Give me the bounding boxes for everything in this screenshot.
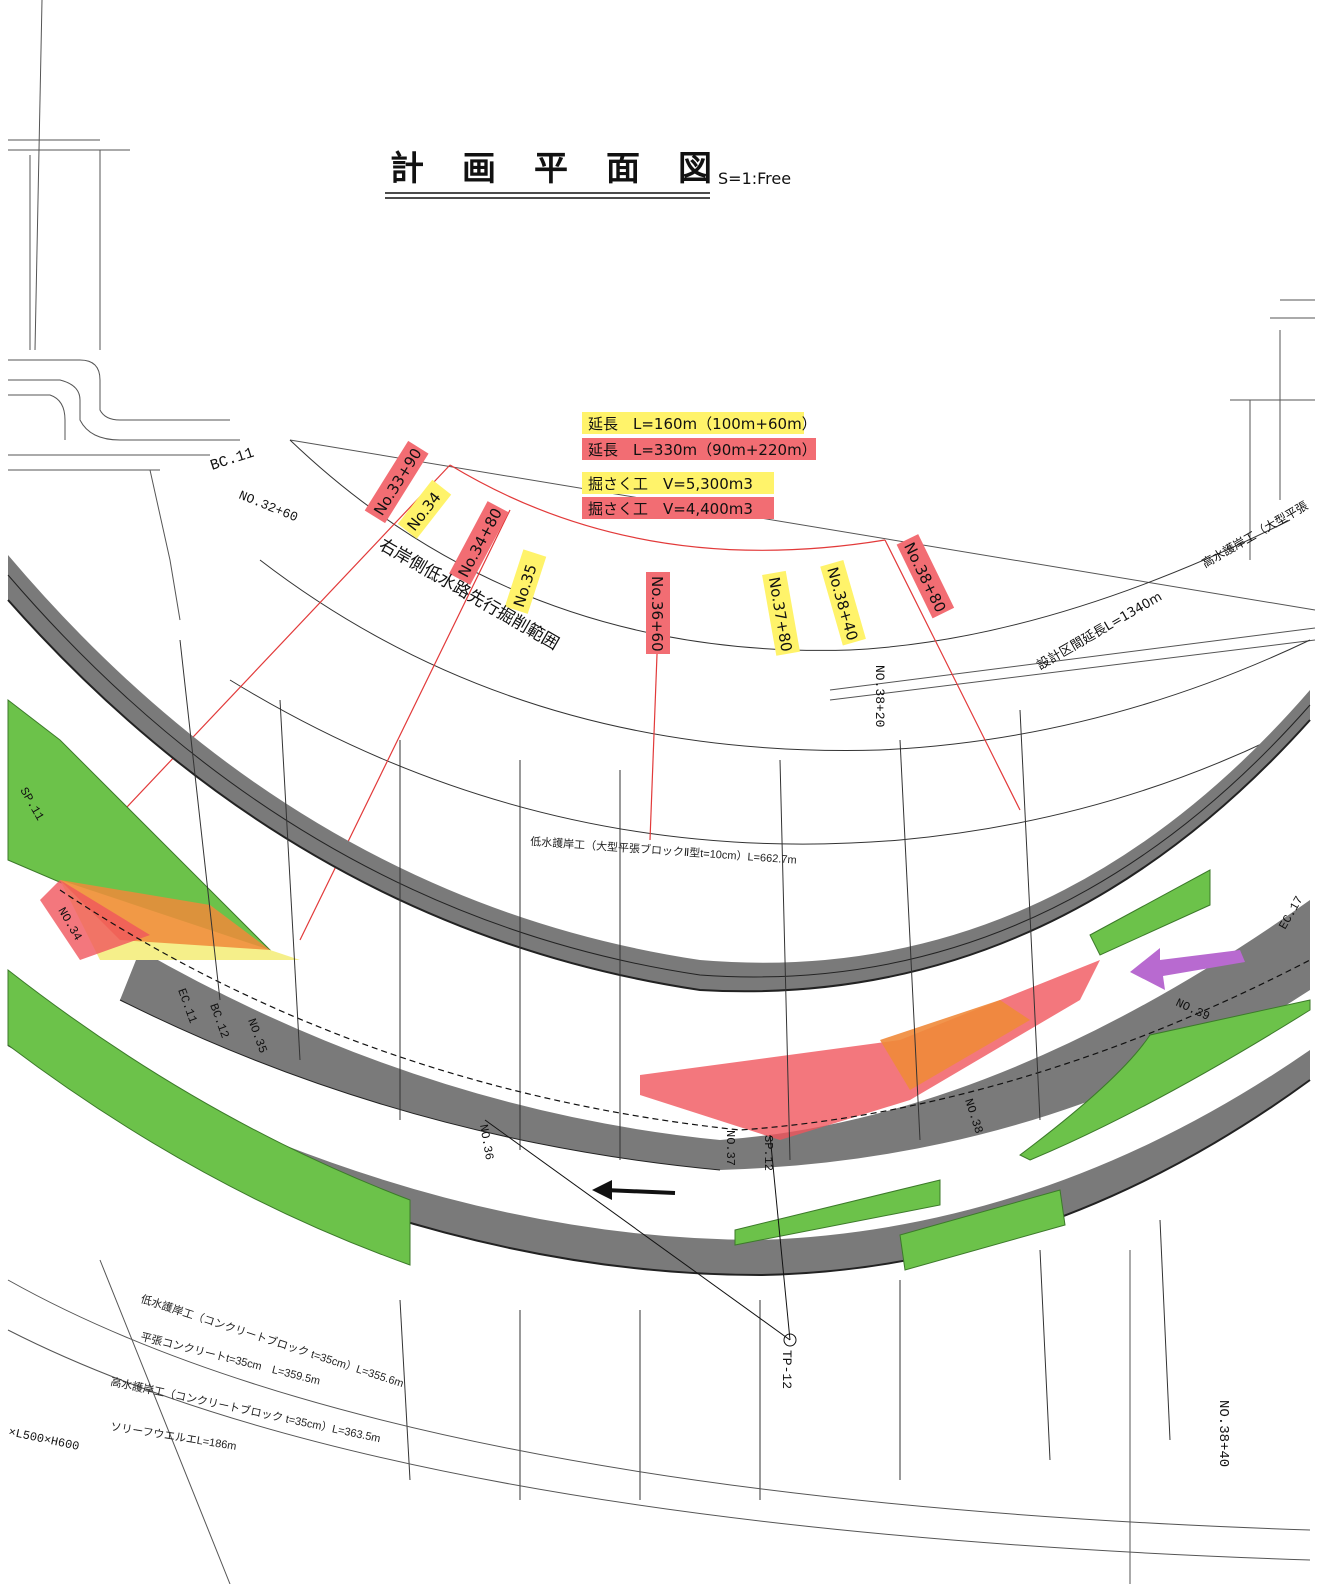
purple-arrow xyxy=(1130,948,1245,990)
tag-bg-35 xyxy=(504,549,547,614)
no37-label: NO.37 xyxy=(723,1130,737,1166)
legend-item-2: 延長 L=330m（90m+220m） xyxy=(588,441,817,459)
cross-section-ticks xyxy=(179,639,1171,1500)
page-title: 計 画 平 面 図 xyxy=(390,149,714,189)
bc11-label: BC.11 xyxy=(208,445,256,475)
design-arcs xyxy=(229,439,1311,845)
no32-60-label: NO.32+60 xyxy=(237,488,300,525)
no38-40-bottom-label: NO.38+40 xyxy=(1215,1400,1231,1467)
survey-lines-bottom xyxy=(7,1250,1311,1584)
high-revetment-label: 高水護岸工（大型平張 xyxy=(1199,498,1310,571)
legend-swatch-1 xyxy=(582,412,804,434)
tag-bg-38-80 xyxy=(896,534,955,619)
tp12-lines xyxy=(484,1119,797,1347)
scale-label: S=1:Free xyxy=(718,169,791,188)
green-areas xyxy=(7,698,1311,1271)
legend: 延長 L=160m（100m+60m） 延長 L=330m（90m+220m） … xyxy=(582,412,817,519)
station-tag-36-60: No.36+60 xyxy=(648,576,666,652)
footer-label-4: ソリーフウエルエL=186m xyxy=(110,1420,238,1453)
legend-item-3: 掘さく工 V=5,300m3 xyxy=(588,475,753,493)
footer-label-2: 平張コンクリートt=35cm L=359.5m xyxy=(139,1330,321,1387)
tag-bg-34 xyxy=(397,479,452,539)
legend-item-1: 延長 L=160m（100m+60m） xyxy=(588,415,817,433)
legend-swatch-2 xyxy=(582,438,816,460)
tag-bg-36-60 xyxy=(646,572,670,654)
no36-label: NO.36 xyxy=(476,1123,496,1161)
middle-road-band xyxy=(119,900,1310,1171)
upper-road-band xyxy=(7,555,1311,993)
legend-item-4: 掘さく工 V=4,400m3 xyxy=(588,500,753,518)
legend-swatch-3 xyxy=(582,472,774,494)
box-culvert-label: ×L500×H600 xyxy=(7,1425,80,1454)
flow-arrow xyxy=(592,1180,676,1200)
tag-bg-37-80 xyxy=(762,570,800,656)
excavation-overlay-left xyxy=(40,880,300,960)
tag-bg-34-80 xyxy=(449,501,509,585)
survey-lines-right xyxy=(289,299,1316,701)
sp12-label: SP.12 xyxy=(761,1135,775,1171)
legend-swatch-4 xyxy=(582,497,774,519)
centre-line xyxy=(59,889,1311,1131)
tp12-label: TP-12 xyxy=(779,1350,794,1389)
excavation-overlay-right xyxy=(640,960,1100,1140)
tag-bg-38-40 xyxy=(820,560,866,646)
tag-bg-33-90 xyxy=(364,440,429,524)
survey-lines-top-left xyxy=(8,0,240,621)
no38-20-label: NO.38+20 xyxy=(872,665,887,727)
low-revetment-label: 低水護岸工（大型平張ブロックⅡ型t=10cm）L=662.7m xyxy=(530,834,797,867)
